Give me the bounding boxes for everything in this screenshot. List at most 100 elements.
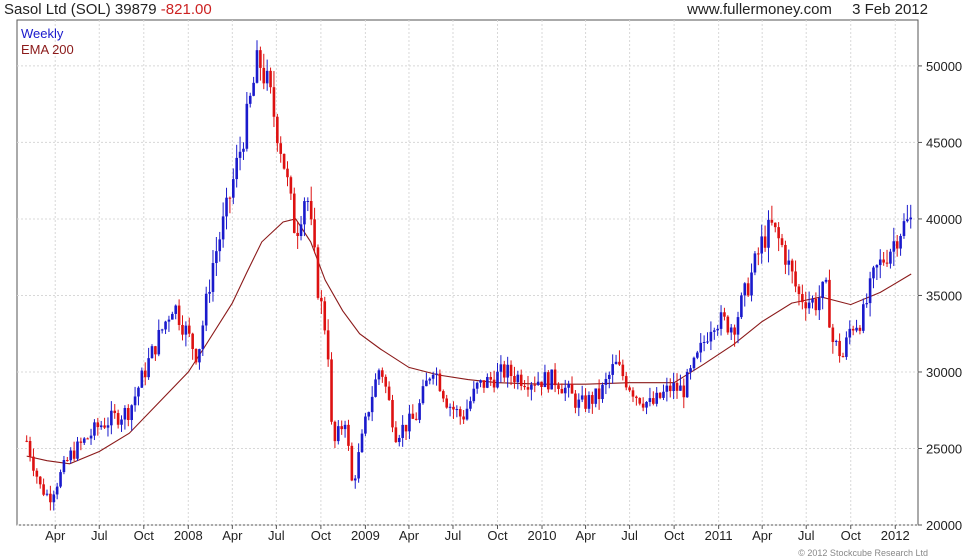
candle-body	[326, 330, 330, 360]
candle-body	[797, 286, 801, 295]
candle-body	[309, 200, 313, 220]
candle-body	[878, 259, 882, 266]
candle-body	[377, 370, 381, 380]
candle-body	[496, 371, 499, 388]
candle-body	[282, 153, 286, 169]
candle-body	[716, 328, 719, 331]
x-tick-label: Oct	[134, 528, 155, 543]
candle-body	[479, 380, 482, 383]
candle-body	[367, 412, 371, 417]
plot-frame	[16, 19, 919, 526]
candle-body	[621, 364, 625, 377]
candle-body	[790, 260, 794, 272]
candle-body	[177, 305, 181, 325]
price-change: -821.00	[160, 1, 212, 18]
candle-body	[347, 424, 350, 446]
candle-body	[292, 193, 296, 233]
candle-body	[255, 50, 259, 83]
candle-body	[96, 422, 100, 428]
candle-body	[99, 425, 103, 428]
candle-body	[780, 238, 784, 245]
y-tick-label: 20000	[926, 518, 962, 533]
legend-ema: EMA 200	[21, 42, 74, 57]
candle-body	[387, 386, 391, 400]
candle-body	[42, 484, 45, 495]
candle-body	[458, 409, 462, 417]
x-tick-label: 2010	[528, 528, 557, 543]
candle-body	[767, 219, 770, 248]
candle-body	[357, 452, 360, 479]
candle-body	[709, 331, 713, 342]
x-tick-label: Jul	[445, 528, 462, 543]
candle-body	[313, 219, 316, 248]
candle-body	[394, 427, 398, 443]
candle-body	[120, 419, 123, 425]
candle-body	[868, 278, 872, 304]
x-tick-label: 2011	[705, 528, 733, 543]
candle-body	[482, 380, 486, 388]
candle-body	[218, 239, 222, 252]
candle-body	[320, 297, 323, 302]
candle-body	[526, 387, 530, 390]
candle-body	[817, 297, 821, 311]
candle-body	[574, 393, 577, 408]
candle-body	[381, 370, 384, 377]
candle-body	[851, 328, 855, 331]
candle-body	[784, 244, 787, 265]
candle-body	[584, 395, 587, 409]
candle-body	[228, 197, 232, 199]
candle-body	[201, 325, 205, 350]
x-tick-label: 2008	[174, 528, 203, 543]
candle-body	[618, 361, 621, 365]
candle-body	[235, 157, 238, 180]
candle-body	[763, 236, 767, 248]
candle-body	[174, 305, 178, 314]
candle-body	[696, 352, 699, 358]
candle-body	[472, 388, 476, 402]
y-tick-label: 35000	[926, 288, 962, 303]
candle-body	[414, 418, 418, 420]
candle-body	[35, 470, 39, 477]
candle-body	[181, 324, 184, 335]
candle-body	[597, 388, 601, 400]
candle-body	[862, 304, 865, 331]
candle-body	[723, 312, 726, 317]
candle-body	[353, 478, 357, 481]
candle-body	[49, 493, 52, 503]
candle-body	[333, 421, 337, 442]
candle-body	[523, 385, 526, 388]
candle-body	[113, 410, 117, 414]
x-tick-label: Oct	[664, 528, 685, 543]
candle-body	[628, 387, 631, 391]
candle-body	[702, 341, 706, 343]
candle-body	[421, 386, 425, 404]
candle-body	[130, 405, 133, 421]
candle-body	[807, 302, 811, 309]
candle-body	[848, 328, 852, 338]
candle-body	[208, 291, 211, 294]
candle-body	[62, 460, 66, 473]
candle-body	[509, 364, 513, 377]
candle-body	[635, 396, 638, 399]
grid	[17, 20, 918, 526]
x-tick-label: 2009	[351, 528, 380, 543]
candle-body	[171, 313, 174, 320]
x-tick-label: Jul	[621, 528, 638, 543]
candle-body	[746, 283, 750, 296]
candle-body	[286, 168, 289, 178]
candle-body	[262, 67, 266, 84]
candle-body	[553, 369, 557, 386]
candle-body	[45, 493, 49, 495]
candle-body	[103, 425, 106, 428]
candle-body	[736, 317, 740, 335]
candle-body	[164, 321, 167, 330]
candle-body	[340, 426, 343, 430]
candle-body	[536, 381, 540, 385]
candle-body	[323, 301, 327, 331]
x-tick-label: Apr	[752, 528, 773, 543]
x-tick-label: Jul	[798, 528, 815, 543]
site-url[interactable]: www.fullermoney.com	[687, 1, 832, 18]
candle-body	[276, 116, 279, 144]
candle-body	[154, 346, 157, 355]
